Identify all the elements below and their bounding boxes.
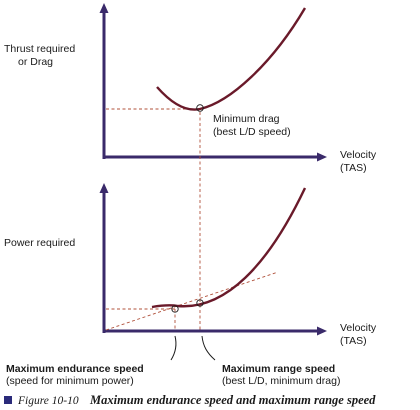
range-callout-subtitle: (best L/D, minimum drag) <box>222 375 340 387</box>
top-x-label-line2: (TAS) <box>340 162 367 174</box>
tangent-from-origin-line <box>105 271 279 331</box>
caption-figure-number: Figure 10-10 <box>17 395 79 407</box>
bottom-y-label: Power required <box>4 237 75 249</box>
bottom-x-label-line2: (TAS) <box>340 335 367 347</box>
range-callout-title: Maximum range speed <box>222 363 335 375</box>
top-y-label-line2: or Drag <box>18 56 53 68</box>
top-x-label-line1: Velocity <box>340 149 377 161</box>
callouts: Maximum endurance speed (speed for minim… <box>6 335 340 387</box>
bottom-y-axis-arrowhead <box>99 183 109 193</box>
power-required-graph: Power required Velocity (TAS) <box>4 183 377 347</box>
figure-caption: Figure 10-10 Maximum endurance speed and… <box>4 393 376 407</box>
minimum-drag-annotation-line2: (best L/D speed) <box>213 126 291 138</box>
drag-curve <box>156 7 307 111</box>
caption-square-icon <box>4 396 12 404</box>
range-pointer-line <box>201 335 216 361</box>
caption-title: Maximum endurance speed and maximum rang… <box>89 393 376 407</box>
minimum-drag-marker <box>196 104 204 112</box>
minimum-drag-annotation-line1: Minimum drag <box>213 113 280 125</box>
tangent-point-marker <box>196 299 204 307</box>
bottom-x-axis-arrowhead <box>317 326 327 336</box>
top-y-axis-arrowhead <box>99 3 109 13</box>
top-x-axis-arrowhead <box>317 152 327 162</box>
endurance-callout-subtitle: (speed for minimum power) <box>6 375 134 387</box>
power-required-curve <box>151 187 307 309</box>
top-y-label-line1: Thrust required <box>4 43 75 55</box>
bottom-x-label-line1: Velocity <box>340 322 377 334</box>
endurance-callout-title: Maximum endurance speed <box>6 363 144 375</box>
minimum-power-marker <box>171 305 179 313</box>
endurance-pointer-line <box>170 335 177 361</box>
thrust-drag-graph: Thrust required or Drag Velocity (TAS) M… <box>4 3 377 174</box>
